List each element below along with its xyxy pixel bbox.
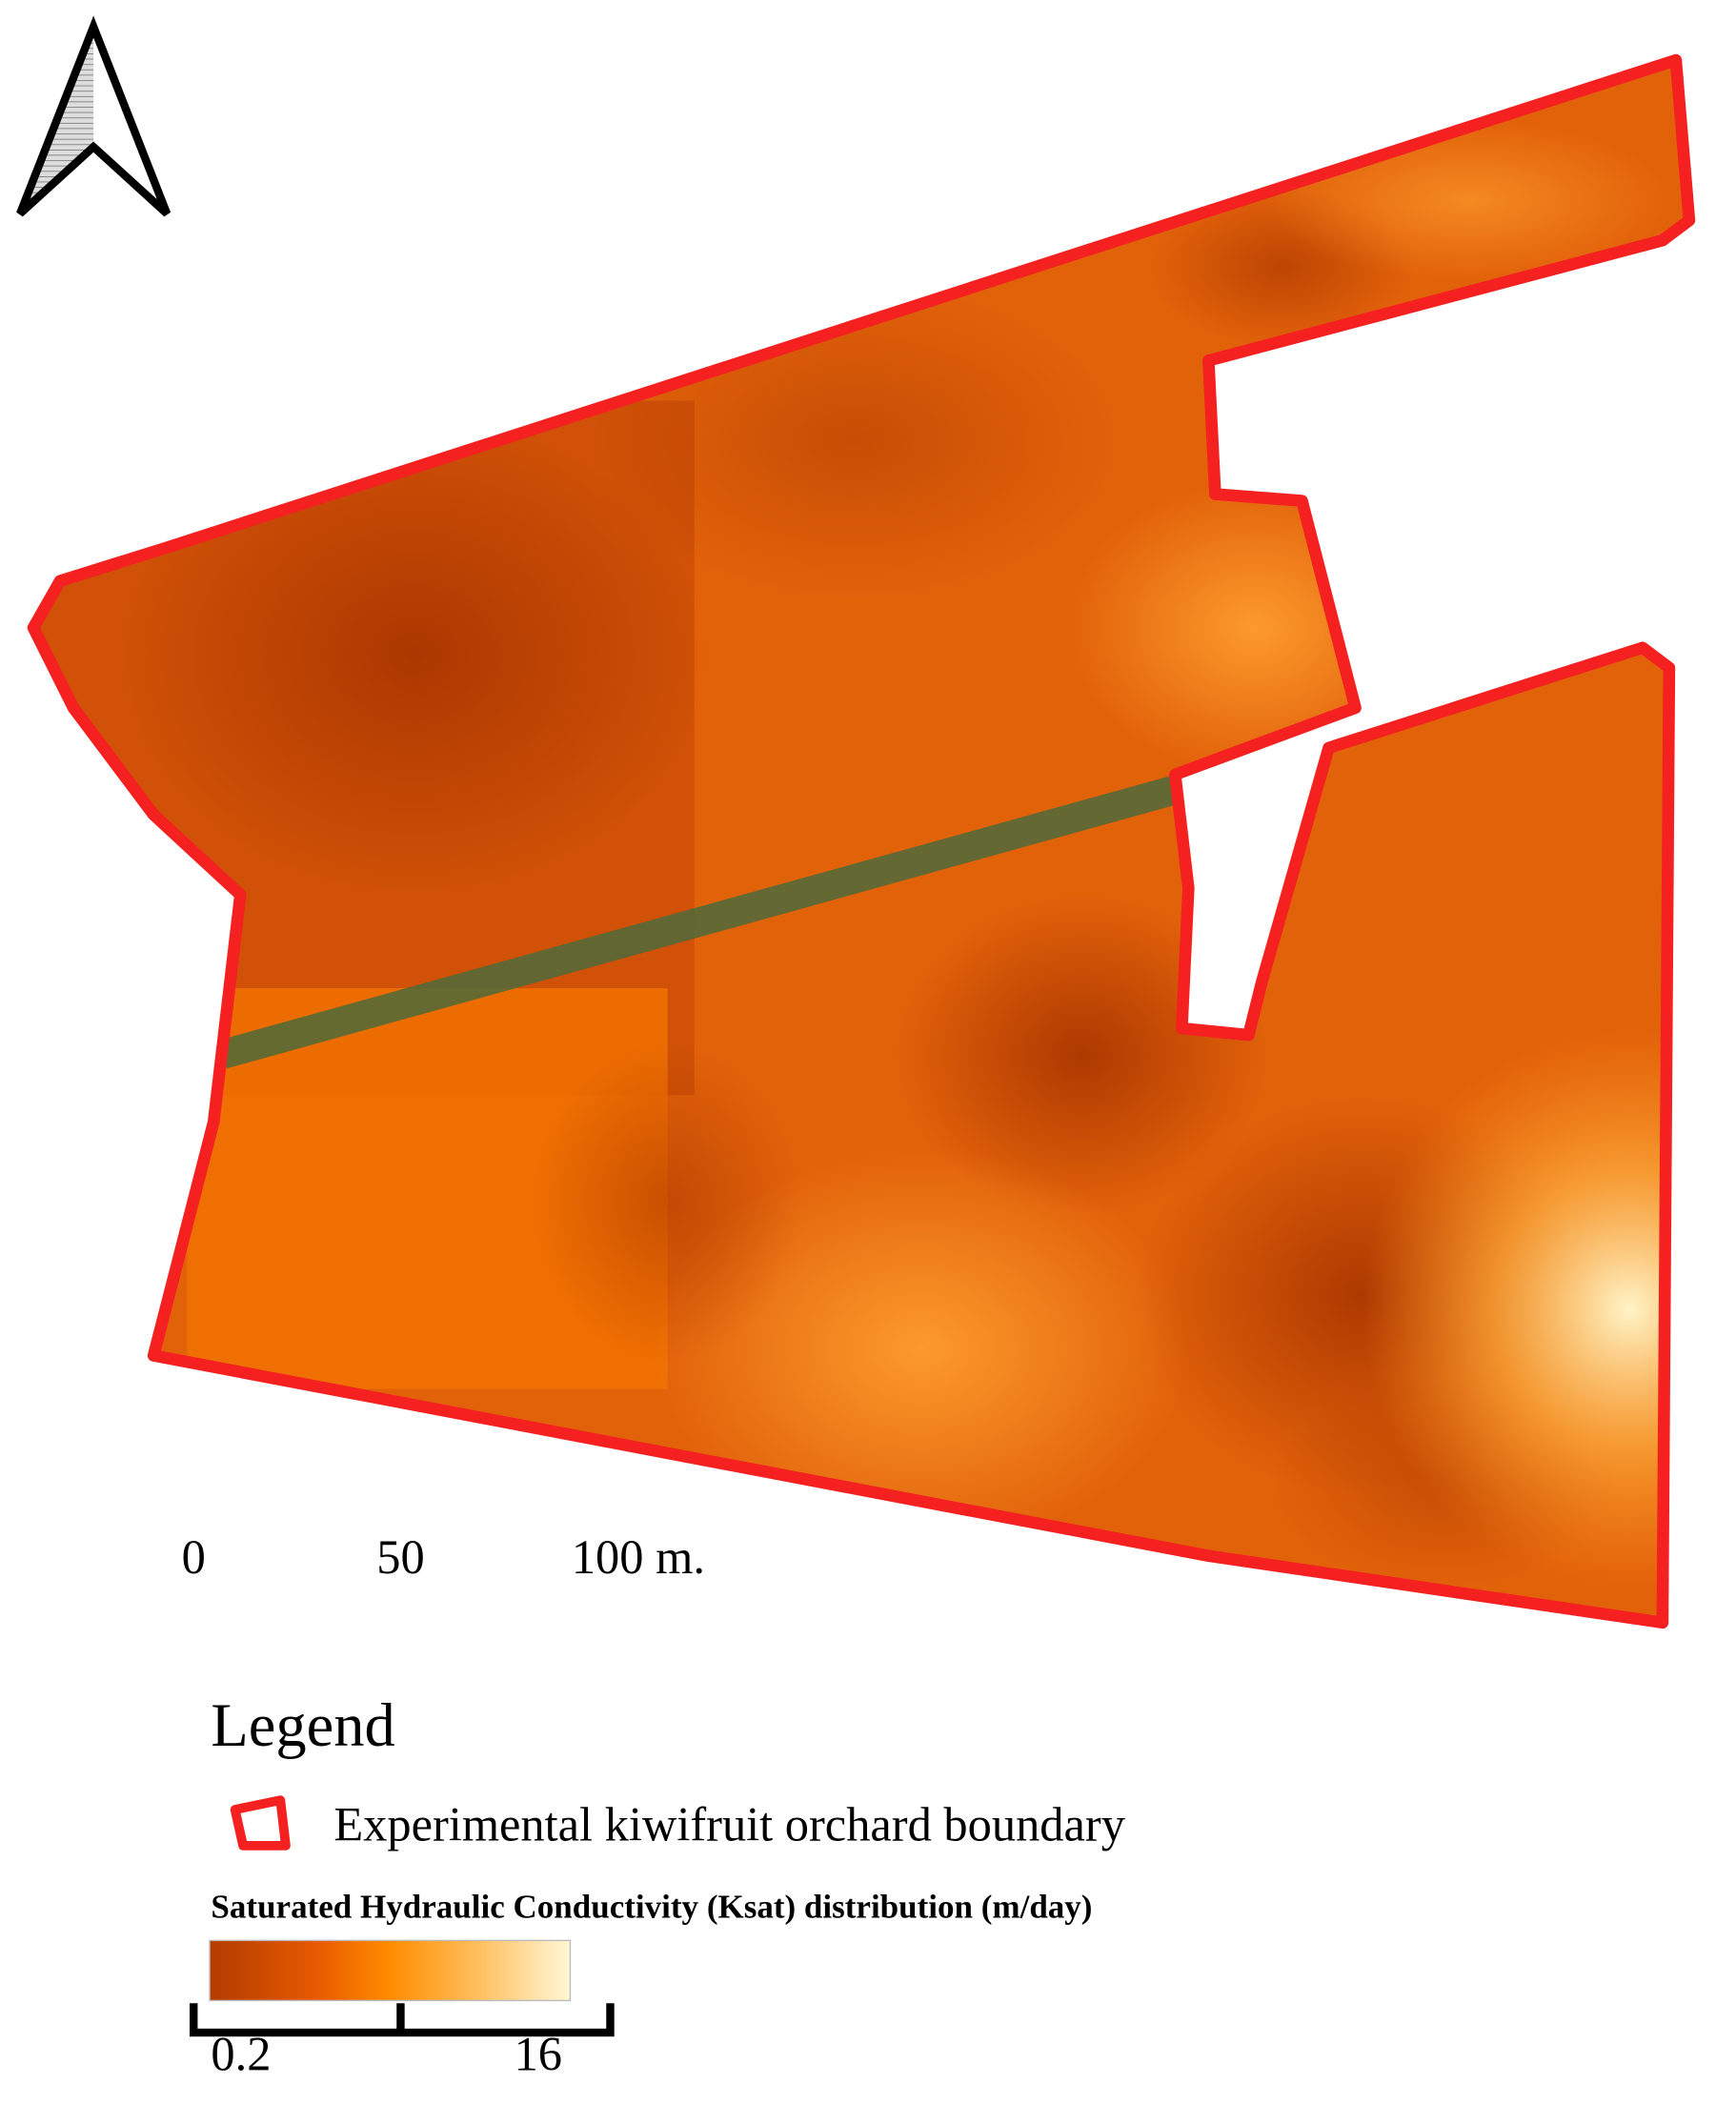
orchard-boundary [27, 53, 1696, 1629]
colorbar-max: 16 [515, 2027, 562, 2080]
scale-bar: 0 50 100 m. [182, 1530, 705, 2037]
legend-title: Legend [211, 1691, 394, 1759]
ksat-raster [33, 60, 1689, 1623]
boundary-label: Experimental kiwifruit orchard boundary [333, 1797, 1125, 1851]
legend: Legend Experimental kiwifruit orchard bo… [209, 1691, 1126, 2080]
colorbar [209, 1939, 572, 2002]
scale-label: 100 m. [572, 1530, 705, 1584]
colorbar-title: Saturated Hydraulic Conductivity (Ksat) … [211, 1889, 1092, 1926]
boundary-icon [230, 1795, 291, 1851]
scale-label: 50 [376, 1530, 424, 1584]
scale-label: 0 [182, 1530, 206, 1584]
colorbar-min: 0.2 [211, 2027, 271, 2080]
north-arrow [16, 15, 172, 217]
